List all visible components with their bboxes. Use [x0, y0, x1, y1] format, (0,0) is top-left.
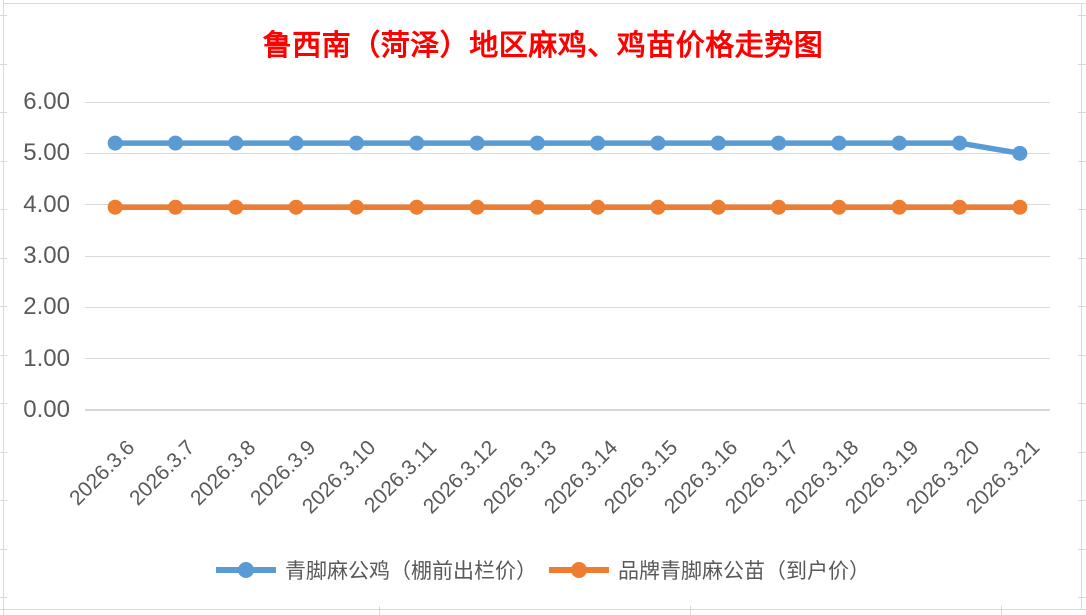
sheet-gridline [0, 112, 7, 113]
sheet-gridline [0, 209, 7, 210]
sheet-gridline [1078, 403, 1086, 404]
data-point-marker [891, 135, 907, 151]
data-point-marker [107, 135, 123, 151]
sheet-gridline [1078, 500, 1086, 501]
gridline [85, 152, 1050, 154]
data-point-marker [831, 135, 847, 151]
sheet-gridline [1078, 209, 1086, 210]
data-point-marker [710, 199, 726, 215]
y-tick-label: 3.00 [23, 242, 70, 269]
data-point-marker [167, 135, 183, 151]
sheet-gridline [1078, 452, 1086, 453]
y-tick-label: 4.00 [23, 190, 70, 218]
sheet-gridline [1078, 112, 1086, 113]
sheet-gridline [3, 0, 4, 615]
y-tick-label: 2.00 [23, 293, 70, 321]
sheet-gridline [0, 549, 7, 550]
data-point-marker [710, 135, 726, 151]
data-point-marker [831, 199, 847, 215]
data-point-marker [529, 135, 545, 151]
data-point-marker [1012, 145, 1028, 161]
gridline [85, 409, 1050, 411]
gridline [85, 101, 1050, 103]
gridline [85, 255, 1050, 257]
y-tick-label: 6.00 [23, 88, 70, 115]
data-point-marker [891, 199, 907, 215]
sheet-gridline [1081, 4, 1082, 610]
data-point-marker [469, 199, 485, 215]
sheet-gridline [1078, 161, 1086, 162]
sheet-gridline [0, 64, 7, 65]
sheet-gridline [1078, 15, 1086, 16]
sheet-gridline [1078, 355, 1086, 356]
data-point-marker [409, 135, 425, 151]
sheet-gridline [0, 15, 7, 16]
legend-label: 品牌青脚麻公苗（到户价） [618, 559, 870, 583]
sheet-gridline [0, 597, 7, 598]
data-point-marker [228, 135, 244, 151]
sheet-gridline [1078, 597, 1086, 598]
legend-item-0: 青脚麻公鸡（棚前出栏价） [216, 555, 537, 585]
legend: 青脚麻公鸡（棚前出栏价） 品牌青脚麻公苗（到户价） [0, 550, 1086, 590]
sheet-gridline [0, 306, 7, 307]
data-point-marker [952, 199, 968, 215]
gridline [85, 306, 1050, 308]
sheet-gridline [0, 500, 7, 501]
sheet-gridline [0, 258, 7, 259]
sheet-gridline [1078, 306, 1086, 307]
y-tick-label: 1.00 [23, 344, 70, 372]
legend-marker-icon [549, 562, 609, 578]
data-point-marker [1012, 199, 1028, 215]
legend-marker-icon [216, 562, 276, 578]
sheet-gridline [0, 161, 7, 162]
gridline [85, 358, 1050, 360]
data-point-marker [771, 199, 787, 215]
data-point-marker [107, 199, 123, 215]
sheet-gridline [0, 452, 7, 453]
sheet-gridline [690, 606, 691, 615]
data-point-marker [650, 199, 666, 215]
data-point-marker [590, 135, 606, 151]
data-point-marker [650, 135, 666, 151]
data-point-marker [590, 199, 606, 215]
data-point-marker [228, 199, 244, 215]
data-point-marker [348, 199, 364, 215]
sheet-gridline [0, 403, 7, 404]
sheet-gridline [0, 609, 1086, 610]
sheet-gridline [1078, 549, 1086, 550]
data-point-marker [288, 199, 304, 215]
data-point-marker [952, 135, 968, 151]
series-line-0 [115, 140, 1021, 157]
sheet-gridline [1078, 258, 1086, 259]
sheet-gridline [0, 355, 7, 356]
sheet-gridline [3, 3, 1086, 4]
data-point-marker [167, 199, 183, 215]
data-point-marker [469, 135, 485, 151]
chart-title: 鲁西南（菏泽）地区麻鸡、鸡苗价格走势图 [262, 30, 824, 62]
legend-item-1: 品牌青脚麻公苗（到户价） [549, 555, 870, 585]
legend-label: 青脚麻公鸡（棚前出栏价） [285, 559, 537, 583]
data-point-marker [409, 199, 425, 215]
sheet-gridline [1078, 64, 1086, 65]
sheet-gridline [379, 606, 380, 615]
y-tick-label: 0.00 [23, 396, 70, 423]
sheet-gridline [1001, 606, 1002, 615]
data-point-marker [348, 135, 364, 151]
y-tick-label: 5.00 [23, 139, 70, 167]
data-point-marker [529, 199, 545, 215]
data-point-marker [288, 135, 304, 151]
data-point-marker [771, 135, 787, 151]
